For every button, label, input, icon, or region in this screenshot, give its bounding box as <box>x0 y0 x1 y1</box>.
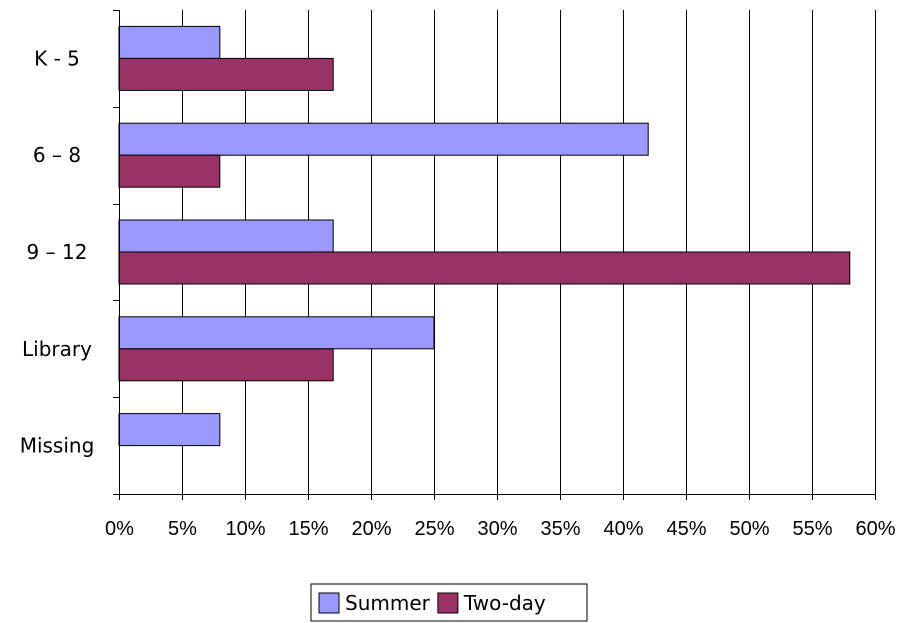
legend-label: Summer <box>345 591 431 615</box>
x-tick-label: 25% <box>414 518 454 540</box>
x-tick-label: 15% <box>288 518 328 540</box>
bar-summer <box>118 25 221 59</box>
bar-two-day <box>118 154 221 188</box>
bar-two-day <box>118 57 334 91</box>
legend-label: Two-day <box>463 591 546 615</box>
category-label: Missing <box>20 434 95 458</box>
x-tick-label: 50% <box>729 518 769 540</box>
legend: Summer Two-day <box>310 583 588 622</box>
x-tick-labels: 0% 5% 10% 15% 20% 25% 30% 35% 40% 45% 50% 55% 60% <box>105 518 896 540</box>
x-tick-label: 35% <box>540 518 580 540</box>
x-tick-label: 10% <box>225 518 265 540</box>
legend-swatch <box>318 592 340 614</box>
category-label: 6 – 8 <box>33 143 81 167</box>
bar-two-day <box>118 251 851 285</box>
x-tick-label: 60% <box>855 518 895 540</box>
axes <box>113 10 875 495</box>
category-labels: K - 5 6 – 8 9 – 12 Library Missing <box>20 46 95 457</box>
category-label: 9 – 12 <box>27 240 88 264</box>
bars <box>118 25 851 447</box>
x-tick-label: 55% <box>792 518 832 540</box>
x-tick-label: 40% <box>603 518 643 540</box>
bar-summer <box>118 413 221 447</box>
x-tick-label: 20% <box>351 518 391 540</box>
bar-two-day <box>118 348 334 382</box>
category-label: Library <box>22 337 92 361</box>
bar-summer <box>118 219 334 253</box>
x-tick-label: 45% <box>666 518 706 540</box>
x-tick-label: 5% <box>168 518 197 540</box>
bar-summer <box>118 316 435 350</box>
legend-swatch <box>437 592 459 614</box>
x-tick-label: 30% <box>477 518 517 540</box>
x-tick-label: 0% <box>105 518 134 540</box>
category-label: K - 5 <box>34 46 80 70</box>
bar-summer <box>118 122 649 156</box>
